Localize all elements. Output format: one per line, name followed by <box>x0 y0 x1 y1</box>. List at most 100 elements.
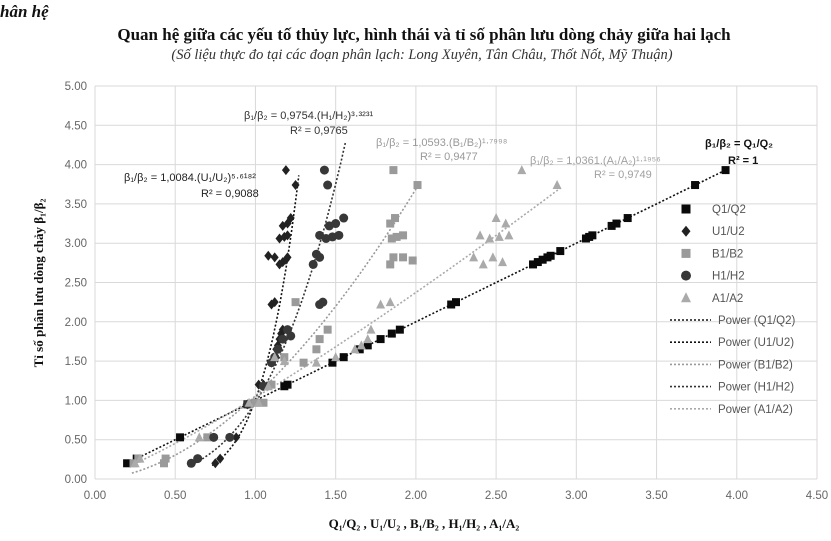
point-b1-b2 <box>399 253 408 262</box>
gridlines <box>94 85 818 480</box>
legend-item-b1-b2: B1/B2 <box>681 248 743 260</box>
legend-label: Power (Q1/Q2) <box>718 315 795 327</box>
point-q1-q2 <box>607 221 616 230</box>
point-q1-q2 <box>623 214 632 223</box>
point-a1-a2 <box>366 324 376 334</box>
y-tick-label: 4.00 <box>65 160 87 172</box>
point-q1-q2 <box>363 341 372 350</box>
point-q1-q2 <box>387 329 396 338</box>
legend-label: Power (B1/B2) <box>718 359 793 371</box>
point-a1-a2 <box>244 397 254 407</box>
point-q1-q2 <box>533 258 542 267</box>
point-h1-h2 <box>193 454 203 464</box>
x-tick-label: 0.50 <box>164 490 186 502</box>
point-h1-h2 <box>278 334 288 344</box>
y-axis-ticks: 0.00 0.50 1.00 1.50 2.00 2.50 3.00 3.50 4.00 4.50… <box>65 81 87 486</box>
legend-label: Power (A1/A2) <box>718 404 793 416</box>
point-h1-h2 <box>311 249 321 259</box>
legend-label: A1/A2 <box>712 293 743 305</box>
equation-q1q2: β₁/β₂ = Q₁/Q₂ <box>705 138 773 150</box>
point-u1-u2 <box>291 180 300 191</box>
point-h1-h2 <box>331 219 341 229</box>
point-b1-b2 <box>315 335 324 344</box>
x-tick-label: 1.00 <box>244 490 266 502</box>
legend-item-power-u1-u2: Power (U1/U2) <box>670 337 794 349</box>
x-tick-label: 3.50 <box>645 490 667 502</box>
point-b1-b2 <box>161 454 170 463</box>
legend-label: B1/B2 <box>712 248 743 260</box>
legend-marker <box>681 225 691 237</box>
point-b1-b2 <box>299 358 308 367</box>
point-q1-q2 <box>376 335 385 344</box>
point-a1-a2 <box>376 299 386 309</box>
point-a1-a2 <box>469 252 479 262</box>
point-q1-q2 <box>339 353 348 362</box>
series-a1-a2 <box>130 165 562 468</box>
point-u1-u2 <box>283 252 292 263</box>
point-h1-h2 <box>273 344 283 354</box>
point-h1-h2 <box>334 230 344 240</box>
legend-marker <box>681 204 691 214</box>
trendline-power-q1-q2 <box>126 167 730 465</box>
point-a1-a2 <box>385 297 395 307</box>
point-h1-h2 <box>286 331 296 341</box>
point-q1-q2 <box>588 231 597 240</box>
point-a1-a2 <box>488 252 498 262</box>
point-q1-q2 <box>452 298 460 307</box>
chart-subtitle: (Số liệu thực đo tại các đoạn phân lạch:… <box>171 47 672 63</box>
point-b1-b2 <box>413 181 422 190</box>
point-q1-q2 <box>721 166 730 175</box>
point-q1-q2 <box>612 219 621 228</box>
y-tick-label: 2.50 <box>65 278 87 290</box>
x-tick-label: 0.00 <box>84 490 106 502</box>
point-b1-b2 <box>386 219 395 228</box>
point-q1-q2 <box>556 247 565 256</box>
r2-a1a2: R² = 0,9749 <box>594 169 652 181</box>
point-b1-b2 <box>203 433 212 442</box>
point-u1-u2 <box>270 297 279 308</box>
legend-marker <box>681 292 691 303</box>
point-h1-h2 <box>186 458 196 468</box>
point-b1-b2 <box>312 345 321 354</box>
point-b1-b2 <box>251 398 260 407</box>
point-u1-u2 <box>281 165 290 176</box>
point-a1-a2 <box>130 458 140 468</box>
equation-annotations: β₁/β₂ = 1,0084.(U₁/U₂)⁵·⁶¹⁸² R² = 0,9088… <box>124 110 773 200</box>
x-tick-label: 3.00 <box>565 490 587 502</box>
point-h1-h2 <box>209 432 219 442</box>
point-b1-b2 <box>323 325 332 334</box>
point-a1-a2 <box>504 230 514 240</box>
x-tick-label: 4.00 <box>726 490 748 502</box>
point-q1-q2 <box>123 459 132 468</box>
point-b1-b2 <box>389 253 398 262</box>
r2-u1u2: R² = 0,9088 <box>201 188 259 200</box>
y-tick-label: 3.50 <box>65 199 87 211</box>
point-h1-h2 <box>323 180 333 190</box>
point-u1-u2 <box>264 250 273 261</box>
point-b1-b2 <box>386 260 395 269</box>
point-u1-u2 <box>211 458 220 469</box>
legend-label: U1/U2 <box>712 226 745 238</box>
point-a1-a2 <box>350 344 360 354</box>
point-a1-a2 <box>517 165 527 175</box>
point-q1-q2 <box>546 251 555 260</box>
legend-label: Power (U1/U2) <box>718 337 794 349</box>
point-b1-b2 <box>159 459 168 468</box>
equation-h1h2: β₁/β₂ = 0,9754.(H₁/H₂)³·³²³¹ <box>244 110 373 122</box>
legend-marker <box>681 270 691 281</box>
point-q1-q2 <box>529 260 538 269</box>
y-tick-label: 3.00 <box>65 238 87 250</box>
corner-text: hân hệ <box>0 2 49 21</box>
legend-item-power-b1-b2: Power (B1/B2) <box>670 359 793 371</box>
point-a1-a2 <box>263 381 273 391</box>
trendline-power-b1-b2 <box>131 183 420 474</box>
trendline-power-h1-h2 <box>187 142 347 468</box>
equation-b1b2: β₁/β₂ = 1,0593.(B₁/B₂)¹·⁷⁹⁹⁸ <box>376 137 507 149</box>
point-a1-a2 <box>279 356 289 366</box>
point-u1-u2 <box>216 453 225 464</box>
y-tick-label: 1.50 <box>65 356 87 368</box>
point-a1-a2 <box>311 357 321 367</box>
point-a1-a2 <box>491 213 501 223</box>
point-q1-q2 <box>447 300 456 309</box>
point-b1-b2 <box>389 166 398 175</box>
